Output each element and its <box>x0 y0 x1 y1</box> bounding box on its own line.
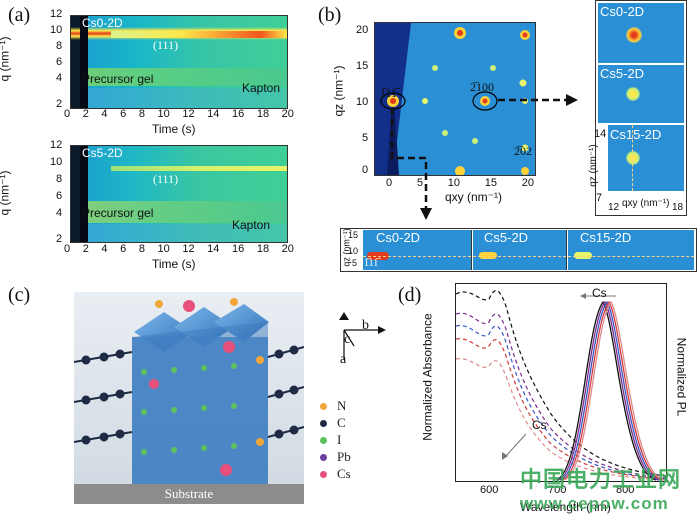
watermark-url: www.cepow.com <box>520 494 669 513</box>
panel-b-insets <box>595 0 687 216</box>
panel-a-bottom-ytick: 6 <box>56 190 63 202</box>
legend-item-cs: Cs <box>320 466 351 482</box>
panel-a-bottom-ylabel: q (nm⁻¹) <box>0 170 12 216</box>
panel-a-top-heatmap <box>70 15 288 109</box>
panel-b-inset-xleft: 12 <box>608 202 620 213</box>
panel-a-top-ytick: 10 <box>50 24 63 36</box>
atom-n-icon <box>320 402 327 410</box>
panel-b-xlabel: qxy (nm⁻¹) <box>445 190 502 204</box>
atom-cs-icon <box>320 470 327 478</box>
panel-b-strip-tag: Cs15-2D <box>580 230 632 245</box>
panel-a-top-ytick: 6 <box>56 56 63 68</box>
panel-a-top-substrate: Kapton <box>242 81 281 95</box>
panel-b-ylabel: qz (nm⁻¹) <box>331 65 346 117</box>
panel-b-inset-xright: 18 <box>672 202 684 213</box>
panel-b-ytick: 10 <box>356 96 369 108</box>
panel-c-crystal-image <box>74 292 304 504</box>
panel-a-bottom-ytick: 12 <box>50 139 63 151</box>
panel-a-bottom-substrate: Kapton <box>232 218 271 232</box>
panel-b-ytick: 15 <box>356 60 369 72</box>
panel-d-xtick: 800 <box>616 484 635 496</box>
panel-b-giwaxs-map <box>374 22 536 176</box>
panel-d-plot <box>455 283 667 482</box>
panel-a-top-ytick: 8 <box>56 40 63 52</box>
axis-a-label: a <box>340 352 347 367</box>
watermark-cn: 中国电力工业网 <box>520 467 682 492</box>
atom-c-icon <box>320 419 327 427</box>
panel-b-inset-tag: Cs15-2D <box>610 127 662 142</box>
panel-b-ytick: 0 <box>362 164 369 176</box>
panel-b-inset-tag: Cs0-2D <box>600 4 645 19</box>
panel-a-label: (a) <box>8 4 31 26</box>
panel-b-refl-202: 2̅02 <box>514 144 532 158</box>
panel-d-ylabel-left: Normalized Absorbance <box>420 313 435 441</box>
panel-b-refl-2100: 2̅100 <box>470 80 494 94</box>
panel-a-bottom-peak: (111) <box>153 172 179 186</box>
panel-b-inset-ybot: 7 <box>596 192 603 204</box>
panel-b-ytick: 20 <box>356 24 369 36</box>
panel-a-top-xticks: 0 2 4 6 8 10 12 14 16 18 20 <box>64 108 294 120</box>
panel-b-xticks: 0 5 10 15 20 <box>386 177 534 189</box>
legend-item-i: I <box>320 432 341 448</box>
panel-c-label: (c) <box>8 284 31 306</box>
panel-b-inset-ytop: 14 <box>594 128 607 140</box>
panel-b-strip-ytick: 5 <box>352 258 358 268</box>
panel-a-bottom-xticks: 0 2 4 6 8 10 12 14 16 18 20 <box>64 243 294 255</box>
substrate-bar <box>74 484 304 504</box>
panel-a-bottom-ytick: 8 <box>56 173 63 185</box>
atom-pb-icon <box>320 453 327 461</box>
panel-a-bottom-heatmap <box>70 145 288 243</box>
panel-a-top-tag: Cs0-2D <box>82 16 123 30</box>
panel-b-strip <box>340 228 697 272</box>
panel-a-bottom-precursor: Precursor gel <box>82 206 154 220</box>
panel-b-strip-ytick: 10 <box>348 246 359 256</box>
panel-b-refl-111: 1̅11̅ <box>380 86 398 100</box>
panel-b-inset-xlabel: qxy (nm⁻¹) <box>622 198 670 209</box>
panel-d-cs-top: Cs <box>592 286 607 300</box>
panel-d-label: (d) <box>398 284 422 306</box>
panel-d-xlabel: Wavelength (nm) <box>520 500 611 514</box>
panel-c-legend: N C I Pb Cs <box>320 398 380 488</box>
panel-a-top-precursor: Precursor gel <box>82 72 154 86</box>
atom-i-icon <box>320 436 327 444</box>
panel-a-bottom-ytick: 2 <box>56 233 63 245</box>
legend-item-c: C <box>320 415 346 431</box>
panel-d-ylabel-right: Normalized PL <box>674 337 689 417</box>
panel-b-ytick: 5 <box>362 132 369 144</box>
panel-a-bottom-ytick: 4 <box>56 207 63 219</box>
panel-a-bottom-tag: Cs5-2D <box>82 146 123 160</box>
panel-a-top-xlabel: Time (s) <box>152 122 196 136</box>
pl-curves <box>555 300 665 481</box>
panel-a-top-ytick: 2 <box>56 98 63 110</box>
panel-d-xtick: 600 <box>480 484 499 496</box>
panel-c-axes-icon <box>339 312 386 360</box>
panel-b-strip-ytick: 15 <box>348 230 359 240</box>
panel-a-bottom-ytick: 10 <box>50 156 63 168</box>
panel-b-strip-tag: Cs0-2D <box>376 230 421 245</box>
bragg-spots <box>387 27 530 175</box>
panel-b-label: (b) <box>318 4 342 26</box>
panel-a-top-ytick: 12 <box>50 8 63 20</box>
axis-b-label: b <box>362 318 369 333</box>
panel-c-substrate-label: Substrate <box>164 486 214 501</box>
absorbance-curves <box>456 289 666 481</box>
panel-b-strip-tag: Cs5-2D <box>484 230 529 245</box>
panel-a-top-peak: (111) <box>153 38 179 52</box>
axis-c-label: c <box>344 332 351 347</box>
panel-a-bottom-xlabel: Time (s) <box>152 257 196 271</box>
panel-d-cs-bottom: Cs <box>532 418 547 432</box>
legend-item-n: N <box>320 398 346 414</box>
panel-a-top-ytick: 4 <box>56 72 63 84</box>
octahedra-grid <box>132 304 269 487</box>
panel-d-xtick: 700 <box>548 484 567 496</box>
panel-b-inset-tag: Cs5-2D <box>600 66 645 81</box>
legend-item-pb: Pb <box>320 449 351 465</box>
panel-b-inset-ylabel: qz (nm⁻¹) <box>587 144 599 187</box>
panel-b-strip-refl: 1̅11̅ <box>364 258 379 269</box>
panel-a-top-ylabel: q (nm⁻¹) <box>0 36 12 82</box>
